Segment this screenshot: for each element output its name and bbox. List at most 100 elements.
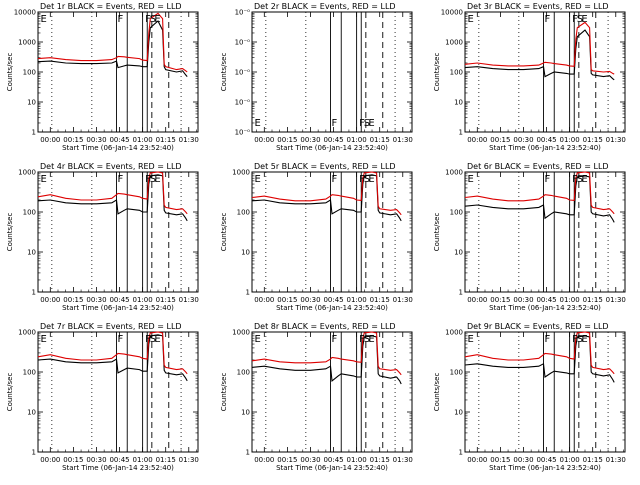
- event-marker-label: E: [368, 174, 374, 185]
- y-tick-label: 10⁻⁰: [235, 129, 251, 137]
- event-marker-label: E: [255, 174, 261, 185]
- events-series-line: [464, 335, 615, 383]
- event-marker-label: F: [359, 334, 365, 345]
- event-marker-label: F: [117, 174, 123, 185]
- event-marker-label: S: [364, 118, 370, 129]
- lld-series-line: [464, 171, 615, 215]
- y-tick-label: 1000: [445, 39, 463, 47]
- event-marker-label: F: [331, 118, 337, 129]
- panel-title: Det 1r BLACK = Events, RED = LLD: [40, 2, 182, 11]
- x-tick-label: 01:00: [560, 456, 580, 464]
- y-tick-label: 100: [450, 209, 463, 217]
- x-tick-label: 00:15: [63, 456, 83, 464]
- event-marker-label: E: [581, 14, 587, 25]
- x-tick-label: 01:30: [393, 136, 413, 144]
- x-tick-label: 00:15: [63, 296, 83, 304]
- x-tick-label: 00:45: [323, 136, 343, 144]
- event-marker-label: E: [581, 174, 587, 185]
- detector-panel: Det 6r BLACK = Events, RED = LLD 1 10 100 10…: [433, 162, 626, 312]
- events-series-line: [251, 174, 402, 222]
- x-tick-label: 00:00: [254, 136, 274, 144]
- y-tick-label: 10: [454, 249, 463, 257]
- event-marker-label: S: [364, 174, 370, 185]
- events-series-line: [251, 335, 402, 385]
- x-tick-label: 00:45: [109, 296, 129, 304]
- y-axis-label: Counts/sec: [433, 213, 441, 252]
- event-marker-label: E: [581, 334, 587, 345]
- x-tick-label: 00:30: [86, 296, 106, 304]
- y-tick-label: 10: [27, 99, 36, 107]
- y-tick-label: 1000: [18, 329, 36, 337]
- x-tick-label: 00:30: [300, 456, 320, 464]
- event-marker-label: S: [577, 174, 583, 185]
- x-tick-label: 01:30: [393, 296, 413, 304]
- x-tick-label: 01:30: [179, 456, 199, 464]
- event-marker-label: E: [368, 118, 374, 129]
- lld-series-line: [37, 331, 188, 375]
- detector-panel: Det 5r BLACK = Events, RED = LLD 1 10 100 10…: [220, 162, 413, 312]
- y-tick-label: 10: [27, 249, 36, 257]
- x-tick-label: 00:30: [86, 456, 106, 464]
- lld-series-line: [37, 12, 188, 73]
- x-tick-label: 00:30: [513, 136, 533, 144]
- detector-panel: Det 4r BLACK = Events, RED = LLD 1 10 100 10…: [6, 162, 199, 312]
- x-tick-label: 01:30: [606, 296, 626, 304]
- x-tick-label: 01:15: [370, 456, 390, 464]
- y-tick-label: 1000: [18, 39, 36, 47]
- x-tick-label: 00:15: [277, 296, 297, 304]
- event-marker-label: E: [41, 174, 47, 185]
- y-axis-label: Counts/sec: [433, 53, 441, 92]
- x-tick-label: 00:00: [467, 456, 487, 464]
- detector-panel: Det 1r BLACK = Events, RED = LLD 1 10 100 10…: [6, 2, 199, 152]
- x-axis-label: Start Time (06-Jan-14 23:52:40): [489, 144, 601, 152]
- y-tick-label: 10⁻⁰: [235, 99, 251, 107]
- y-tick-label: 1: [459, 449, 463, 457]
- x-tick-label: 00:15: [277, 136, 297, 144]
- x-tick-label: 00:00: [40, 456, 60, 464]
- y-tick-label: 100: [23, 209, 36, 217]
- events-series-line: [464, 29, 615, 81]
- detector-panel: Det 9r BLACK = Events, RED = LLD 1 10 100 10…: [433, 322, 626, 472]
- x-tick-label: 00:30: [86, 136, 106, 144]
- y-axis-label: Counts/sec: [220, 213, 228, 252]
- x-axis-label: Start Time (06-Jan-14 23:52:40): [489, 304, 601, 312]
- lld-series-line: [37, 171, 188, 215]
- x-tick-label: 01:30: [393, 456, 413, 464]
- y-tick-label: 1: [246, 449, 250, 457]
- event-marker-label: F: [145, 174, 151, 185]
- x-tick-label: 01:00: [347, 136, 367, 144]
- event-marker-label: F: [572, 334, 578, 345]
- event-marker-label: F: [544, 174, 550, 185]
- y-tick-label: 10: [241, 409, 250, 417]
- y-tick-label: 1: [32, 289, 36, 297]
- x-tick-label: 01:15: [370, 136, 390, 144]
- event-marker-label: E: [468, 174, 474, 185]
- x-tick-label: 01:15: [583, 136, 603, 144]
- y-axis-label: Counts/sec: [6, 373, 14, 412]
- x-tick-label: 01:15: [156, 456, 176, 464]
- panel-title: Det 7r BLACK = Events, RED = LLD: [40, 322, 182, 331]
- y-tick-label: 1000: [445, 329, 463, 337]
- x-tick-label: 01:15: [583, 296, 603, 304]
- event-marker-label: F: [572, 14, 578, 25]
- event-marker-label: S: [150, 174, 156, 185]
- x-tick-label: 01:30: [606, 136, 626, 144]
- y-tick-label: 100: [237, 369, 250, 377]
- event-marker-label: E: [154, 334, 160, 345]
- x-axis-label: Start Time (06-Jan-14 23:52:40): [62, 464, 174, 472]
- x-tick-label: 00:15: [63, 136, 83, 144]
- event-marker-label: F: [572, 174, 578, 185]
- event-marker-label: F: [331, 334, 337, 345]
- x-tick-label: 00:00: [254, 456, 274, 464]
- x-tick-label: 00:30: [300, 296, 320, 304]
- x-tick-label: 00:30: [300, 136, 320, 144]
- detector-panel: Det 7r BLACK = Events, RED = LLD 1 10 100 10…: [6, 322, 199, 472]
- lld-series-line: [464, 331, 615, 375]
- x-axis-label: Start Time (06-Jan-14 23:52:40): [62, 144, 174, 152]
- x-tick-label: 01:00: [133, 296, 153, 304]
- event-marker-label: E: [255, 334, 261, 345]
- event-marker-label: F: [117, 334, 123, 345]
- y-tick-label: 1000: [232, 169, 250, 177]
- y-tick-label: 10000: [441, 9, 463, 17]
